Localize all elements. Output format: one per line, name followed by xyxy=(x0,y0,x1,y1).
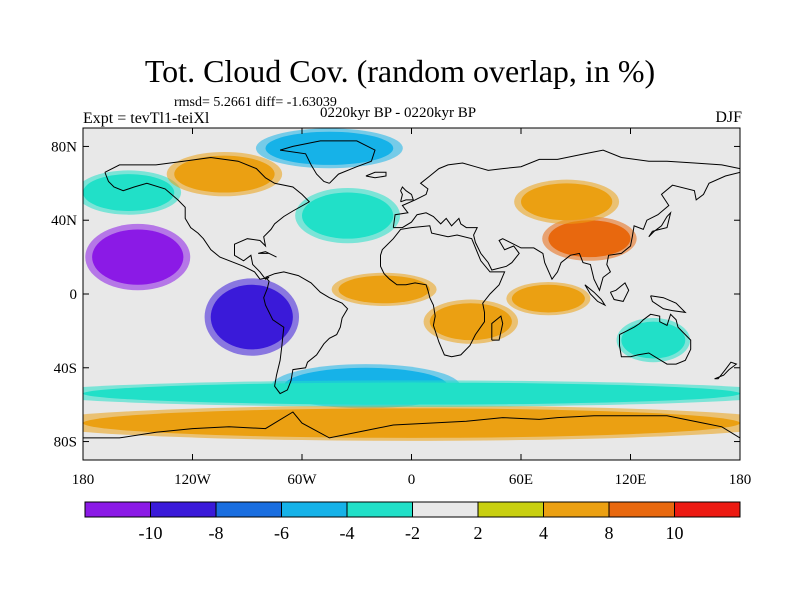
map-title: Tot. Cloud Cov. (random overlap, in %) xyxy=(144,53,656,89)
period-label: 0220kyr BP - 0220kyr BP xyxy=(320,105,477,121)
axis-ticks: 180 120W 60W 0 60E 120E 180 80N 40N 0 40S 80S xyxy=(51,128,751,488)
field-patch xyxy=(210,284,293,350)
coastline xyxy=(650,295,687,314)
coastline xyxy=(104,156,311,280)
lat-tick-label: 40N xyxy=(51,213,77,229)
colorbar-swatch xyxy=(84,501,151,518)
colorbar-label: -2 xyxy=(405,523,420,543)
colorbar-swatch xyxy=(150,501,217,518)
colorbar-label: 2 xyxy=(474,523,483,543)
field-patch xyxy=(174,155,275,193)
colorbar-label: -8 xyxy=(209,523,224,543)
coastline xyxy=(258,251,277,258)
lon-tick-label: 180 xyxy=(729,472,752,488)
field-patch xyxy=(92,229,184,285)
lon-tick-label: 120E xyxy=(615,472,647,488)
coastline xyxy=(83,411,740,439)
coastline xyxy=(279,140,376,184)
colorbar-swatch xyxy=(412,501,479,518)
field-patch xyxy=(429,303,512,341)
colorbar-label: -10 xyxy=(139,523,163,543)
coastline xyxy=(263,271,349,395)
lon-tick-label: 0 xyxy=(408,472,416,488)
colorbar-label: -4 xyxy=(340,523,355,543)
coastline xyxy=(648,211,672,238)
colorbar-label: 8 xyxy=(605,523,614,543)
colorbar-label: -6 xyxy=(274,523,289,543)
field-patch xyxy=(521,183,613,221)
field-patch xyxy=(83,174,175,211)
colorbar-swatch xyxy=(608,501,675,518)
colorbar-swatch xyxy=(346,501,413,518)
field-patch xyxy=(548,220,631,258)
colorbar-swatch xyxy=(477,501,544,518)
lon-tick-label: 120W xyxy=(174,472,212,488)
colorbar-swatch xyxy=(543,501,610,518)
field-patch xyxy=(83,382,740,405)
colorbar-swatch xyxy=(674,501,741,518)
coastlines xyxy=(83,140,740,439)
cloud-cover-field xyxy=(83,128,740,441)
field-patch xyxy=(621,321,686,359)
lat-tick-label: 0 xyxy=(70,287,78,303)
colorbar-swatch xyxy=(281,501,348,518)
colorbar-label: 4 xyxy=(539,523,548,543)
experiment-label: Expt = tevTl1-teiXl xyxy=(83,110,210,127)
lon-tick-label: 180 xyxy=(72,472,95,488)
season-label: DJF xyxy=(715,109,742,126)
field-patch xyxy=(302,192,394,239)
coastline xyxy=(491,315,504,341)
colorbar-label: 10 xyxy=(666,523,684,543)
coastline xyxy=(609,282,630,302)
field-patch xyxy=(338,275,430,304)
lat-tick-label: 40S xyxy=(54,361,77,377)
field-patch xyxy=(511,284,585,313)
coastline xyxy=(392,149,740,292)
coastline xyxy=(400,186,414,203)
colorbar: -10 -8 -6 -4 -2 2 4 8 10 xyxy=(84,501,741,543)
coastline xyxy=(619,313,692,365)
coastline xyxy=(380,225,506,358)
coastline xyxy=(365,171,387,179)
coastline xyxy=(584,284,607,307)
field-patch xyxy=(265,131,394,165)
rmsd-diff-stats: rmsd= 5.2661 diff= -1.63039 xyxy=(174,95,337,110)
coastline xyxy=(714,361,738,380)
lon-tick-label: 60E xyxy=(509,472,533,488)
lat-tick-label: 80S xyxy=(54,435,77,451)
lon-tick-label: 60W xyxy=(287,472,317,488)
lat-tick-label: 80N xyxy=(51,139,77,155)
field-patch xyxy=(83,408,740,438)
colorbar-swatch xyxy=(215,501,282,518)
